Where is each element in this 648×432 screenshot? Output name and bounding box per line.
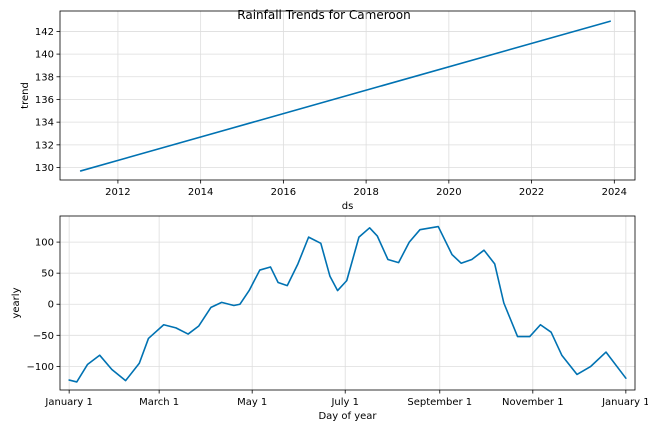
x-tick-label: September 1 bbox=[407, 397, 472, 408]
yearly-series-line bbox=[68, 225, 627, 383]
y-tick-label: 100 bbox=[35, 238, 54, 249]
x-tick-label: July 1 bbox=[330, 397, 359, 408]
x-tick-label: 2016 bbox=[271, 187, 296, 198]
y-tick-label: 140 bbox=[35, 50, 54, 61]
y-tick-label: 132 bbox=[35, 140, 54, 151]
y-tick-label: −100 bbox=[27, 362, 54, 373]
y-tick-label: 142 bbox=[35, 27, 54, 38]
x-tick-label: 2022 bbox=[519, 187, 544, 198]
x-tick-label: 2024 bbox=[602, 187, 627, 198]
plot-frame bbox=[59, 215, 636, 391]
y-tick-label: 0 bbox=[48, 300, 54, 311]
x-tick-label: January 1 bbox=[44, 397, 92, 408]
y-axis-label: yearly bbox=[11, 287, 22, 318]
trend-panel: 2012 2014 2016 2018 2020 2022 2024 130 132 134 136… bbox=[20, 10, 636, 212]
x-tick-label: January 1 bbox=[601, 397, 648, 408]
yearly-panel: January 1 March 1 May 1 July 1 September 1 No… bbox=[11, 215, 648, 422]
x-tick-label: 2012 bbox=[105, 187, 130, 198]
trend-series-line bbox=[79, 20, 611, 172]
y-tick-label: 130 bbox=[35, 163, 54, 174]
y-tick-label: 134 bbox=[35, 118, 54, 129]
x-tick-label: 2014 bbox=[188, 187, 213, 198]
x-tick-label: May 1 bbox=[237, 397, 267, 408]
x-tick-label: November 1 bbox=[502, 397, 564, 408]
x-tick-label: 2020 bbox=[436, 187, 461, 198]
x-axis-label: ds bbox=[342, 201, 354, 212]
x-tick-label: March 1 bbox=[139, 397, 179, 408]
y-tick-label: 136 bbox=[35, 95, 54, 106]
x-axis-label: Day of year bbox=[318, 411, 377, 422]
plot-frame bbox=[59, 10, 636, 181]
chart-title: Rainfall Trends for Cameroon bbox=[237, 8, 410, 22]
y-tick-label: −50 bbox=[33, 331, 54, 342]
y-tick-label: 138 bbox=[35, 72, 54, 83]
y-axis-label: trend bbox=[20, 82, 31, 109]
y-tick-label: 50 bbox=[41, 269, 54, 280]
x-tick-label: 2018 bbox=[353, 187, 378, 198]
